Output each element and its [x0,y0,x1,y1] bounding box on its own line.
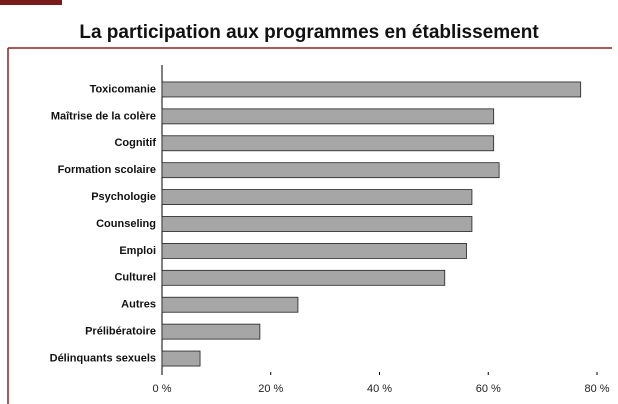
bar [161,296,299,313]
y-tick-label: Prélibératoire [85,326,156,338]
bar [161,216,473,232]
bar [161,81,582,98]
bar [161,243,467,259]
y-tick-label: Délinquants sexuels [50,352,156,364]
y-tick-label: Toxicomanie [90,83,156,95]
y-tick-label: Formation scolaire [58,164,156,176]
bar [161,189,473,205]
y-tick-label: Psychologie [91,191,156,203]
y-tick-label: Autres [121,299,156,311]
y-tick-label: Culturel [114,272,156,284]
x-tick-label: 20 % [258,383,283,395]
x-tick-label: 40 % [367,383,392,395]
bar [161,350,201,367]
bar [161,162,500,179]
chart-title: La participation aux programmes en établ… [79,22,539,43]
y-tick-label: Emploi [119,245,156,257]
bar [161,323,261,340]
bar [161,135,495,152]
bar [161,108,495,125]
y-tick-label: Maîtrise de la colère [51,110,156,122]
bar [161,269,446,286]
x-tick-label: 60 % [476,383,501,395]
x-tick-label: 0 % [153,383,172,395]
x-tick-label: 80 % [584,383,609,395]
y-tick-label: Cognitif [114,137,156,149]
y-tick-label: Counseling [96,218,156,230]
top-tab [0,0,62,5]
